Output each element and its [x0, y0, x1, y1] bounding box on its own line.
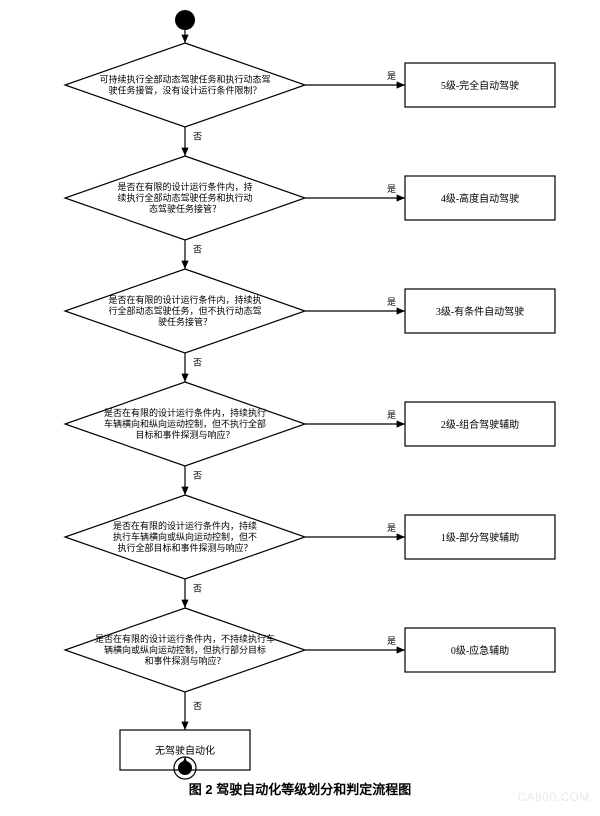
- decision-text: 是否在有限的设计运行条件内，持续执行: [104, 407, 266, 418]
- decision-text: 和事件探测与响应？: [144, 655, 225, 666]
- result-label: 2级-组合驾驶辅助: [441, 418, 519, 431]
- decision-text: 目标和事件探测与响应？: [135, 429, 234, 440]
- edge-yes-label: 是: [387, 71, 396, 81]
- decision-text: 执行全部目标和事件探测与响应？: [117, 542, 252, 553]
- end-node: [178, 761, 192, 775]
- decision-text: 行全部动态驾驶任务，但不执行动态驾: [108, 305, 261, 316]
- edge-yes-label: 是: [387, 297, 396, 307]
- result-label: 5级-完全自动驾驶: [441, 79, 519, 92]
- terminal-label: 无驾驶自动化: [155, 744, 215, 757]
- edge-no-label: 否: [193, 358, 202, 368]
- edge-no-label: 否: [193, 471, 202, 481]
- edge-yes-label: 是: [387, 184, 396, 194]
- decision-text: 续执行全部动态驾驶任务和执行动: [117, 192, 252, 203]
- result-label: 0级-应急辅助: [451, 644, 509, 657]
- figure-caption: 图 2 驾驶自动化等级划分和判定流程图: [0, 779, 600, 798]
- edge-no-label: 否: [193, 584, 202, 594]
- decision-text: 驶任务接管？: [158, 316, 212, 327]
- decision-text: 是否在有限的设计运行条件内，不持续执行车: [95, 633, 275, 644]
- flowchart-canvas: 可持续执行全部动态驾驶任务和执行动态驾驶任务接管，没有设计运行条件限制？ 5级-完…: [0, 0, 600, 780]
- decision-text: 车辆横向和纵向运动控制，但不执行全部: [104, 418, 266, 429]
- edge-no-label: 否: [193, 701, 202, 711]
- edge-yes-label: 是: [387, 410, 396, 420]
- edge-yes-label: 是: [387, 523, 396, 533]
- decision-text: 驶任务接管，没有设计运行条件限制？: [108, 85, 261, 96]
- edge-no-label: 否: [193, 245, 202, 255]
- decision-text: 是否在有限的设计运行条件内，持: [117, 181, 252, 192]
- watermark-text: CA800.COM: [517, 790, 590, 804]
- decision-text: 是否在有限的设计运行条件内，持续: [113, 520, 257, 531]
- decision-text: 是否在有限的设计运行条件内，持续执: [108, 294, 261, 305]
- decision-text: 执行车辆横向或纵向运动控制，但不: [113, 531, 257, 542]
- result-label: 3级-有条件自动驾驶: [436, 305, 524, 318]
- decision-text: 可持续执行全部动态驾驶任务和执行动态驾: [99, 74, 270, 85]
- decision-text: 态驾驶任务接管？: [149, 203, 221, 214]
- edge-no-label: 否: [193, 132, 202, 142]
- start-node: [175, 10, 195, 30]
- decision-text: 辆横向或纵向运动控制，但执行部分目标: [104, 644, 266, 655]
- edge-yes-label: 是: [387, 636, 396, 646]
- result-label: 4级-高度自动驾驶: [441, 192, 519, 205]
- result-label: 1级-部分驾驶辅助: [441, 531, 519, 544]
